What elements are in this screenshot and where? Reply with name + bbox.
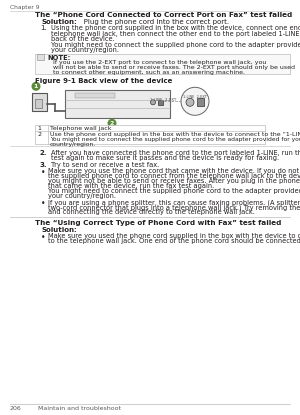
Text: Chapter 9: Chapter 9	[10, 5, 40, 10]
Text: 2.: 2.	[40, 150, 47, 156]
Text: Using the phone cord supplied in the box with the device, connect one end to you: Using the phone cord supplied in the box…	[51, 25, 300, 32]
Bar	[37, 54, 44, 60]
Bar	[35, 125, 265, 144]
Text: 2: 2	[110, 121, 114, 126]
Text: After you have connected the phone cord to the port labeled 1-LINE, run the fax: After you have connected the phone cord …	[51, 150, 300, 156]
Text: •: •	[41, 168, 46, 177]
Text: Solution:: Solution:	[42, 19, 78, 25]
Text: test again to make sure it passes and the device is ready for faxing.: test again to make sure it passes and th…	[51, 155, 279, 161]
Circle shape	[181, 87, 209, 115]
Text: Solution:: Solution:	[42, 227, 78, 232]
Text: 3.: 3.	[40, 161, 48, 168]
Text: to connect other equipment, such as an answering machine.: to connect other equipment, such as an a…	[53, 70, 245, 75]
Text: Make sure you used the phone cord supplied in the box with the device to connect: Make sure you used the phone cord suppli…	[48, 232, 300, 239]
Text: and connecting the device directly to the telephone wall jack.: and connecting the device directly to th…	[48, 210, 255, 215]
Text: You might need to connect the supplied phone cord to the adapter provided for: You might need to connect the supplied p…	[51, 42, 300, 48]
Text: Telephone wall jack: Telephone wall jack	[50, 126, 112, 131]
Bar	[197, 98, 204, 106]
Text: If you use the 2-EXT port to connect to the telephone wall jack, you: If you use the 2-EXT port to connect to …	[53, 60, 266, 65]
Text: will not be able to send or receive faxes. The 2-EXT port should only be used: will not be able to send or receive faxe…	[53, 65, 295, 70]
Bar	[32, 93, 47, 111]
Text: 2: 2	[37, 132, 41, 137]
Text: that came with the device, run the fax test again.: that came with the device, run the fax t…	[48, 183, 214, 189]
Text: If you are using a phone splitter, this can cause faxing problems. (A splitter i: If you are using a phone splitter, this …	[48, 199, 300, 206]
Text: You might need to connect the supplied phone cord to the adapter provided for: You might need to connect the supplied p…	[48, 188, 300, 194]
Text: •: •	[41, 199, 46, 208]
Bar	[35, 99, 42, 108]
Text: 1-LINE  2-EXT: 1-LINE 2-EXT	[183, 95, 207, 99]
Text: to the telephone wall jack. One end of the phone cord should be connected to the: to the telephone wall jack. One end of t…	[48, 238, 300, 244]
Circle shape	[107, 119, 116, 128]
Text: 1: 1	[37, 126, 41, 131]
Bar	[75, 93, 115, 98]
Text: The “Phone Cord Connected to Correct Port on Fax” test failed: The “Phone Cord Connected to Correct Por…	[35, 12, 292, 18]
Bar	[65, 90, 170, 118]
Text: country/region.: country/region.	[50, 142, 96, 147]
Text: Use the phone cord supplied in the box with the device to connect to the “1-LINE: Use the phone cord supplied in the box w…	[50, 132, 300, 137]
Text: the supplied phone cord to connect from the telephone wall jack to the device,: the supplied phone cord to connect from …	[48, 173, 300, 179]
Text: Make sure you use the phone cord that came with the device. If you do not use: Make sure you use the phone cord that ca…	[48, 168, 300, 173]
Circle shape	[32, 82, 40, 91]
Text: your country/region.: your country/region.	[51, 47, 119, 53]
Text: 1-LINE  2-EXT: 1-LINE 2-EXT	[150, 98, 176, 103]
Bar	[158, 100, 163, 105]
Text: •: •	[41, 232, 46, 242]
Text: two-cord connector that plugs into a telephone wall jack.) Try removing the spli: two-cord connector that plugs into a tel…	[48, 204, 300, 211]
Text: You might need to connect the supplied phone cord to the adapter provided for yo: You might need to connect the supplied p…	[50, 137, 300, 142]
Text: back of the device.: back of the device.	[51, 36, 115, 42]
Bar	[35, 54, 290, 74]
Text: Figure 9-1 Back view of the device: Figure 9-1 Back view of the device	[35, 78, 172, 84]
Text: Try to send or receive a test fax.: Try to send or receive a test fax.	[51, 161, 159, 168]
Circle shape	[186, 98, 194, 106]
Text: you might not be able to send or receive faxes. After you plug in the phone cord: you might not be able to send or receive…	[48, 178, 300, 184]
Text: telephone wall jack, then connect the other end to the port labeled 1-LINE on th: telephone wall jack, then connect the ot…	[51, 31, 300, 37]
Circle shape	[151, 100, 155, 105]
Text: Plug the phone cord into the correct port.: Plug the phone cord into the correct por…	[77, 19, 229, 25]
Text: 1: 1	[34, 84, 38, 89]
Text: Maintain and troubleshoot: Maintain and troubleshoot	[38, 406, 121, 411]
Text: NOTE:: NOTE:	[47, 55, 70, 61]
Text: your country/region.: your country/region.	[48, 193, 116, 199]
Text: The “Using Correct Type of Phone Cord with Fax” test failed: The “Using Correct Type of Phone Cord wi…	[35, 220, 281, 225]
Text: 206: 206	[10, 406, 22, 411]
Text: 1.: 1.	[40, 25, 47, 32]
